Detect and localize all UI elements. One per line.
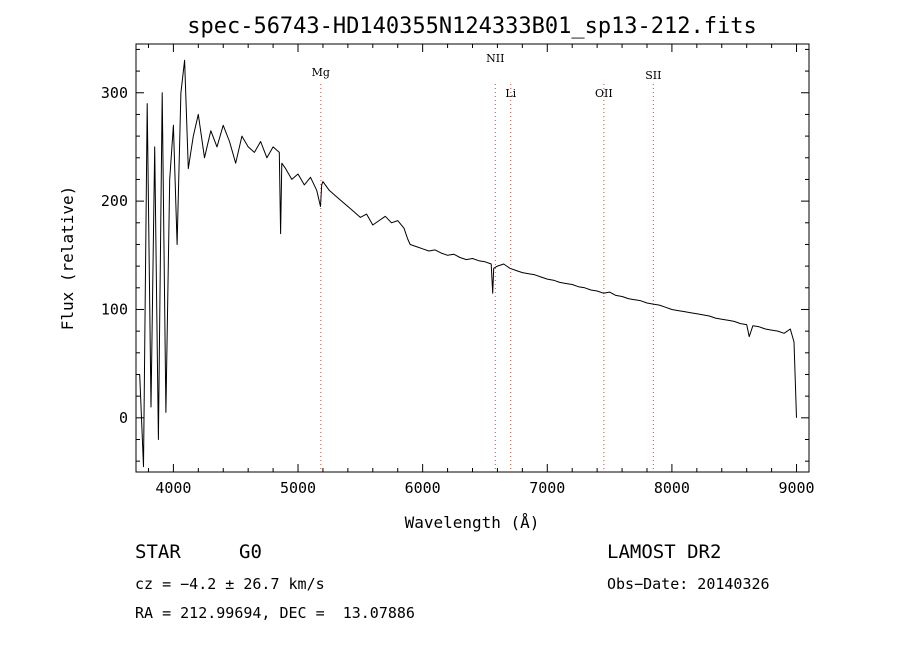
- survey-name: LAMOST DR2: [607, 541, 722, 563]
- axes: 4000 5000 6000 7000 8000 9000 0 100 200 300: [101, 44, 815, 497]
- line-label-oii: OII: [595, 87, 613, 100]
- x-tick-label: 7000: [529, 479, 565, 497]
- series-layer: [139, 59, 797, 468]
- x-tick-label: 9000: [778, 479, 814, 497]
- redshift-cz: cz = −4.2 ± 26.7 km/s: [135, 575, 325, 593]
- line-label-sii: SII: [645, 69, 661, 82]
- x-tick-label: 5000: [280, 479, 316, 497]
- y-tick-label: 100: [101, 300, 128, 318]
- x-tick-label: 8000: [654, 479, 690, 497]
- object-class: STAR: [135, 541, 181, 563]
- y-tick-label: 200: [101, 192, 128, 210]
- plot-frame: [135, 43, 810, 473]
- line-label-li: Li: [505, 87, 516, 100]
- coordinates: RA = 212.99694, DEC = 13.07886: [135, 604, 415, 622]
- x-axis-label: Wavelength (Å): [405, 513, 540, 532]
- chart-title: spec-56743-HD140355N124333B01_sp13-212.f…: [187, 14, 757, 39]
- object-subclass: G0: [239, 541, 262, 563]
- obs-date: Obs−Date: 20140326: [607, 575, 770, 593]
- spectrum-line: [139, 59, 797, 468]
- y-axis-label: Flux (relative): [58, 186, 77, 331]
- reference-lines: Mg NII Li OII SII: [312, 52, 661, 472]
- x-tick-label: 6000: [405, 479, 441, 497]
- y-tick-label: 300: [101, 84, 128, 102]
- line-label-mg: Mg: [312, 66, 330, 79]
- line-label-nii: NII: [486, 52, 504, 65]
- x-tick-label: 4000: [155, 479, 191, 497]
- y-tick-label: 0: [119, 409, 128, 427]
